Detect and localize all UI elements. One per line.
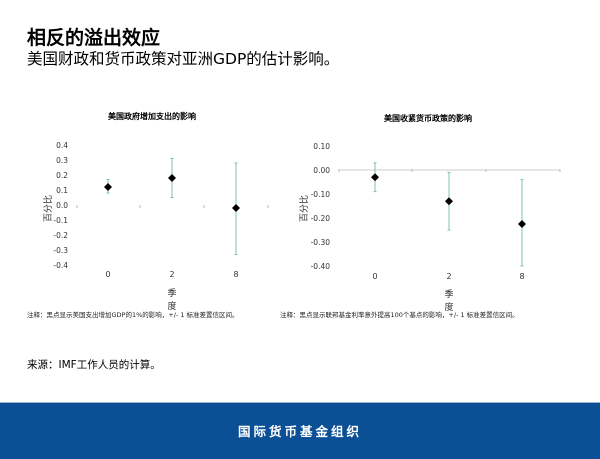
data-points xyxy=(371,162,526,267)
chart-title: 美国政府增加支出的影响 xyxy=(108,112,196,121)
x-tick: 0 xyxy=(105,270,111,279)
y-tick: 0.10 xyxy=(313,142,330,151)
y-tick: 0.3 xyxy=(56,156,68,165)
chart-note-fiscal: 注释：黑点显示美国支出增加GDP的1%的影响，+/- 1 标准差置信区间。 xyxy=(27,311,239,319)
y-tick: -0.20 xyxy=(310,214,330,223)
x-tick: 8 xyxy=(519,272,525,281)
x-axis-label: 季度 xyxy=(444,290,454,313)
y-tick: 0.00 xyxy=(313,166,330,175)
y-tick: -0.1 xyxy=(53,216,68,225)
org-name: 国际货币基金组织 xyxy=(237,424,362,439)
y-tick: 0.0 xyxy=(56,201,68,210)
data-point-marker xyxy=(168,174,176,182)
y-tick: 0.1 xyxy=(56,186,68,195)
y-tick: -0.40 xyxy=(310,262,330,271)
y-tick: -0.10 xyxy=(310,190,330,199)
chart-note-monetary: 注释：黑点显示联邦基金利率意外提高100个基点的影响，+/- 1 标准差置信区间… xyxy=(280,311,519,319)
x-tick: 8 xyxy=(233,270,239,279)
y-tick: -0.30 xyxy=(310,238,330,247)
slide-subtitle: 美国财政和货币政策对亚洲GDP的估计影响。 xyxy=(27,50,340,68)
x-axis-label: 季度 xyxy=(167,289,177,312)
source-note: 来源：IMF工作人员的计算。 xyxy=(27,359,161,371)
y-tick: -0.4 xyxy=(53,261,68,270)
y-tick: -0.2 xyxy=(53,231,68,240)
data-point-marker xyxy=(232,204,240,212)
data-point-marker xyxy=(104,183,112,191)
data-point-marker xyxy=(371,173,379,182)
y-tick: -0.3 xyxy=(53,246,68,255)
slide-title: 相反的溢出效应 xyxy=(27,27,161,49)
data-point-marker xyxy=(445,197,453,206)
y-tick: 0.4 xyxy=(56,141,68,150)
data-points xyxy=(104,158,240,255)
data-point-marker xyxy=(518,220,526,228)
chart-title: 美国收紧货币政策的影响 xyxy=(384,114,472,123)
x-tick: 2 xyxy=(169,270,175,279)
x-axis xyxy=(338,169,561,172)
y-tick: 0.2 xyxy=(56,171,68,180)
footer-bar: 国际货币基金组织 xyxy=(0,402,600,459)
x-tick: 0 xyxy=(372,272,378,281)
x-tick: 2 xyxy=(446,272,452,281)
